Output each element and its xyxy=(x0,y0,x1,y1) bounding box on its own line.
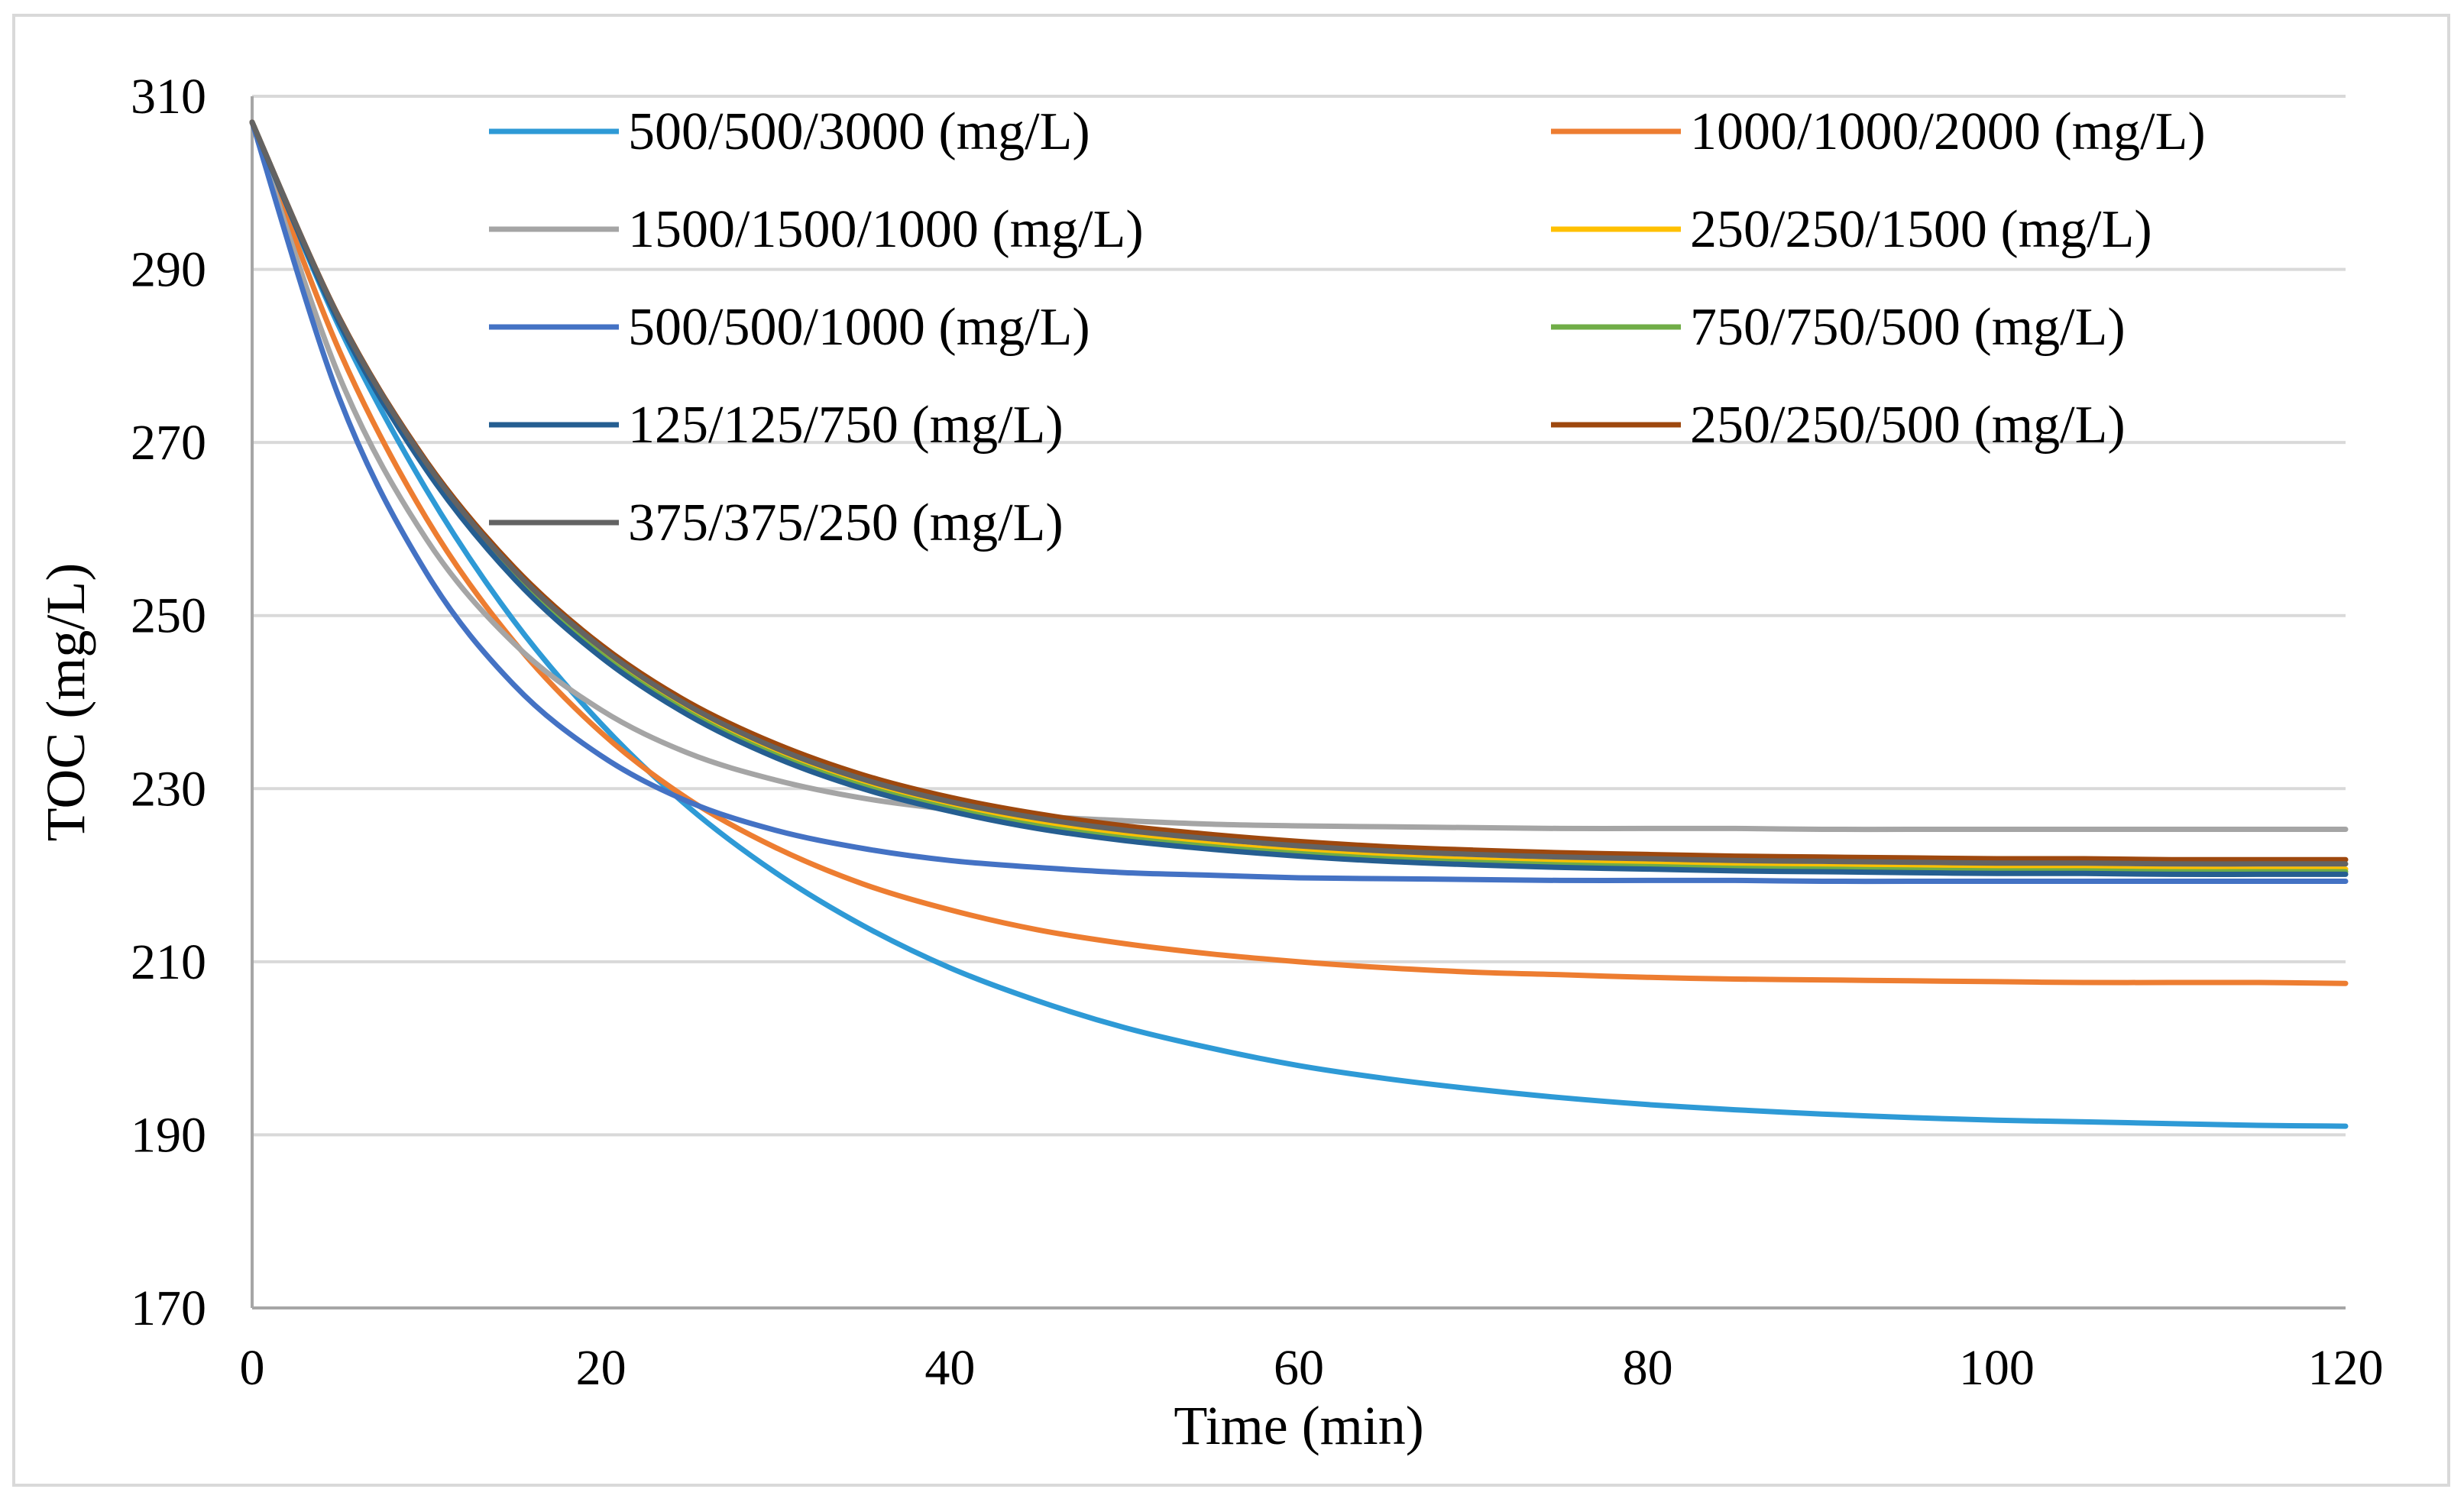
y-tick-label: 290 xyxy=(131,242,206,298)
legend-label: 125/125/750 (mg/L) xyxy=(628,396,1064,455)
legend-item-9: 375/375/250 (mg/L) xyxy=(489,494,1064,552)
legend-label: 1000/1000/2000 (mg/L) xyxy=(1690,102,2206,161)
series-line-7 xyxy=(249,119,2349,877)
y-axis-title: TOC (mg/L) xyxy=(35,563,96,842)
chart-container: 170 190 210 230 250 270 290 310 0 20 40 60 80 100 120 … xyxy=(12,14,2450,1487)
legend-item-7: 125/125/750 (mg/L) xyxy=(489,396,1064,455)
x-tick-label: 40 xyxy=(924,1340,975,1396)
y-tick-label: 170 xyxy=(131,1280,206,1336)
legend-item-4: 250/250/1500 (mg/L) xyxy=(1551,200,2152,259)
x-tick-label: 80 xyxy=(1623,1340,1673,1396)
y-tick-label: 270 xyxy=(131,415,206,471)
x-tick-label: 100 xyxy=(1959,1340,2035,1396)
x-tick-label: 120 xyxy=(2308,1340,2384,1396)
x-tick-label: 60 xyxy=(1274,1340,1324,1396)
y-tick-label: 310 xyxy=(131,69,206,125)
axes: 170 190 210 230 250 270 290 310 0 20 40 60 80 100 120 xyxy=(131,69,2384,1396)
gridlines xyxy=(252,95,2346,1137)
legend-item-3: 1500/1500/1000 (mg/L) xyxy=(489,200,1144,259)
legend-label: 500/500/1000 (mg/L) xyxy=(628,298,1090,357)
legend-label: 500/500/3000 (mg/L) xyxy=(628,102,1090,161)
series-line-1 xyxy=(249,119,2349,1129)
legend-item-1: 500/500/3000 (mg/L) xyxy=(489,102,1090,161)
legend-label: 750/750/500 (mg/L) xyxy=(1690,298,2126,357)
legend: 500/500/3000 (mg/L) 1000/1000/2000 (mg/L)… xyxy=(489,102,2206,552)
series-line-9 xyxy=(249,119,2349,867)
x-axis-title: Time (min) xyxy=(1174,1395,1423,1456)
legend-item-2: 1000/1000/2000 (mg/L) xyxy=(1551,102,2206,161)
legend-label: 250/250/1500 (mg/L) xyxy=(1690,200,2152,259)
series-line-3 xyxy=(249,119,2349,833)
legend-item-6: 750/750/500 (mg/L) xyxy=(1551,298,2126,357)
y-tick-label: 190 xyxy=(131,1107,206,1163)
series-line-5 xyxy=(249,119,2349,885)
y-tick-label: 250 xyxy=(131,588,206,644)
legend-item-5: 500/500/1000 (mg/L) xyxy=(489,298,1090,357)
legend-label: 375/375/250 (mg/L) xyxy=(628,494,1064,552)
x-tick-label: 0 xyxy=(240,1340,265,1396)
legend-label: 250/250/500 (mg/L) xyxy=(1690,396,2126,455)
y-tick-label: 210 xyxy=(131,934,206,990)
y-tick-label: 230 xyxy=(131,761,206,817)
legend-item-8: 250/250/500 (mg/L) xyxy=(1551,396,2126,455)
legend-label: 1500/1500/1000 (mg/L) xyxy=(628,200,1144,259)
x-tick-label: 20 xyxy=(576,1340,627,1396)
series-lines xyxy=(249,119,2349,1129)
